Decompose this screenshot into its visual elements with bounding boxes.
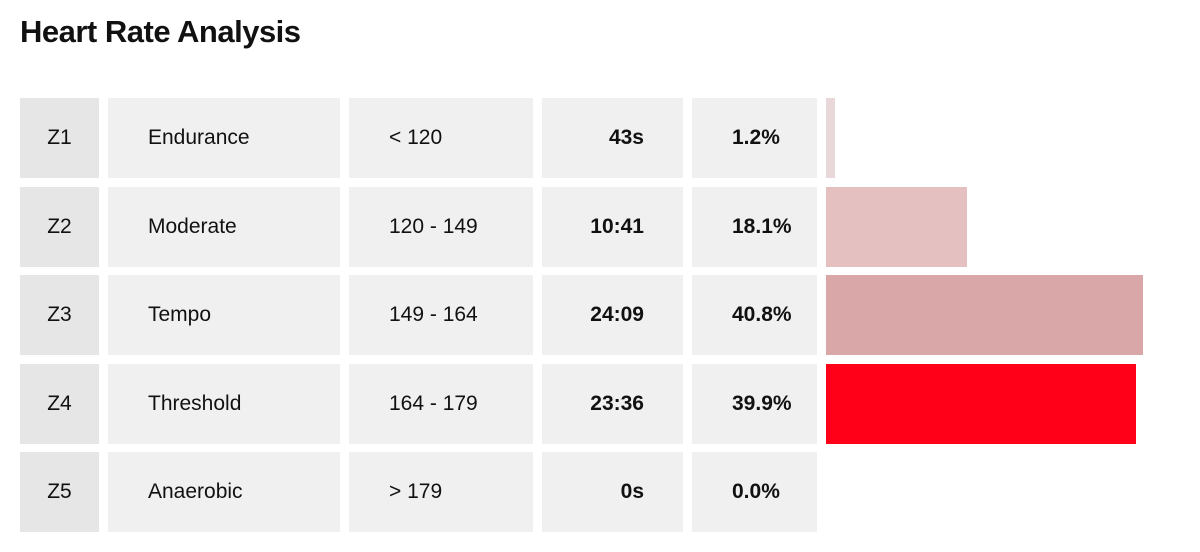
share-bar: [826, 364, 1137, 444]
zone-share: 40.8%: [692, 275, 817, 355]
zone-name: Anaerobic: [108, 452, 340, 532]
zone-cell: Z1: [20, 98, 99, 178]
share-bar: [826, 187, 967, 267]
page-title: Heart Rate Analysis: [20, 14, 301, 49]
zone-cell: Z4: [20, 364, 99, 444]
zone-share: 39.9%: [692, 364, 817, 444]
zone-range: > 179: [349, 452, 533, 532]
zone-time: 43s: [542, 98, 683, 178]
zone-share: 1.2%: [692, 98, 817, 178]
zone-cell: Z2: [20, 187, 99, 267]
zone-cell: Z3: [20, 275, 99, 355]
zone-name: Tempo: [108, 275, 340, 355]
zone-range: 149 - 164: [349, 275, 533, 355]
zone-time: 10:41: [542, 187, 683, 267]
zone-name: Threshold: [108, 364, 340, 444]
zone-time: 24:09: [542, 275, 683, 355]
share-bar: [826, 98, 836, 178]
zone-range: 164 - 179: [349, 364, 533, 444]
zone-range: 120 - 149: [349, 187, 533, 267]
zone-share: 18.1%: [692, 187, 817, 267]
zone-share: 0.0%: [692, 452, 817, 532]
zone-name: Moderate: [108, 187, 340, 267]
share-bar: [826, 275, 1144, 355]
zone-cell: Z5: [20, 452, 99, 532]
zone-name: Endurance: [108, 98, 340, 178]
zone-time: 0s: [542, 452, 683, 532]
zone-time: 23:36: [542, 364, 683, 444]
zone-range: < 120: [349, 98, 533, 178]
